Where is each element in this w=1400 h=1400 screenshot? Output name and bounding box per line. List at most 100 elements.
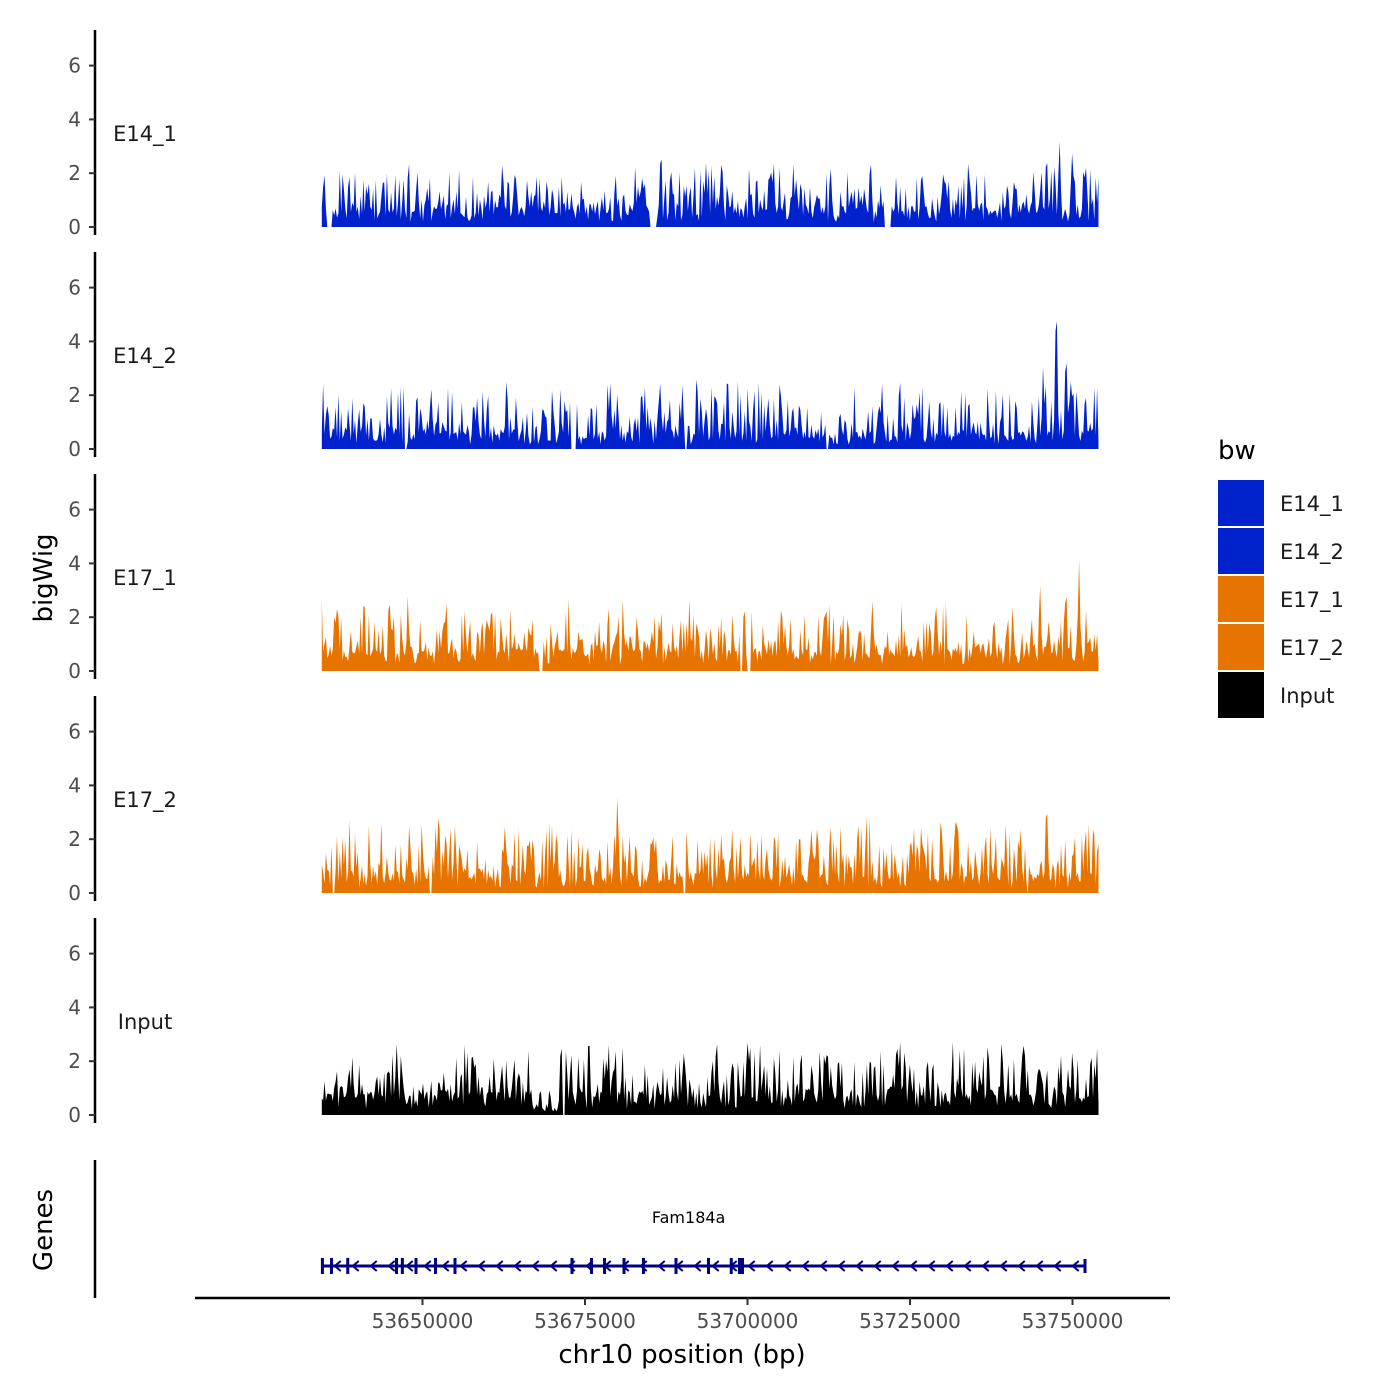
y-tick-label: 4: [68, 107, 81, 131]
y-tick-label: 2: [68, 1049, 81, 1073]
exon: [395, 1258, 398, 1274]
y-tick-label: 6: [68, 498, 81, 522]
strand-arrow: [999, 1260, 1008, 1272]
strand-arrow: [693, 1260, 702, 1272]
exon: [1083, 1259, 1087, 1273]
signal-area: [321, 797, 1099, 893]
strand-arrow: [711, 1260, 720, 1272]
y-tick-label: 6: [68, 720, 81, 744]
y-axis-title: bigWig: [29, 533, 59, 622]
strand-arrow: [1053, 1260, 1062, 1272]
strand-arrow: [801, 1260, 810, 1272]
legend-label: E17_1: [1280, 588, 1344, 613]
legend-entry-e17-1: E17_1: [1218, 576, 1344, 622]
legend-entries: E14_1 E14_2 E17_1 E17_2 Input: [1218, 480, 1344, 718]
exon: [570, 1258, 574, 1274]
signal-area: [321, 559, 1099, 671]
legend-label: E14_2: [1280, 540, 1344, 565]
exon: [729, 1258, 733, 1274]
genes-axis-title: Genes: [29, 1189, 59, 1271]
x-tick-label: 53750000: [1022, 1309, 1124, 1333]
signal-area: [321, 141, 1099, 227]
signal-tracks: 0 2 4 6 E14_1 0 2 4 6 E14_2 0 2 4 6 E17_1 0 2 4 6 E17_2 0 2 4 6…: [68, 30, 1099, 1127]
strand-arrow: [423, 1260, 432, 1272]
y-tick-label: 2: [68, 605, 81, 629]
exon: [738, 1258, 744, 1274]
y-tick-label: 4: [68, 329, 81, 353]
y-tick-label: 4: [68, 995, 81, 1019]
exon: [603, 1258, 606, 1274]
y-tick-label: 0: [68, 1103, 81, 1127]
strand-arrow: [747, 1260, 756, 1272]
strand-arrow: [513, 1260, 522, 1272]
track-label: Input: [118, 1010, 172, 1034]
strand-arrow: [909, 1260, 918, 1272]
exon: [453, 1258, 457, 1274]
y-tick-label: 4: [68, 773, 81, 797]
y-tick-label: 2: [68, 161, 81, 185]
y-tick-label: 0: [68, 437, 81, 461]
strand-arrow: [837, 1260, 846, 1272]
strand-arrow: [441, 1260, 450, 1272]
strand-arrow: [351, 1260, 360, 1272]
y-tick-label: 0: [68, 215, 81, 239]
strand-arrow: [873, 1260, 882, 1272]
gene-fam184a: Fam184a: [320, 1208, 1087, 1274]
legend-entry-e17-2: E17_2: [1218, 624, 1344, 670]
track-e14-2: 0 2 4 6 E14_2: [68, 252, 1099, 461]
legend-swatch: [1218, 576, 1264, 622]
strand-arrow: [459, 1260, 468, 1272]
legend-label: E17_2: [1280, 636, 1344, 661]
legend-swatch: [1218, 672, 1264, 718]
y-tick-label: 4: [68, 551, 81, 575]
legend-entry-e14-2: E14_2: [1218, 528, 1344, 574]
strand-arrow: [927, 1260, 936, 1272]
gene-label: Fam184a: [652, 1208, 725, 1227]
track-label: E17_2: [113, 788, 177, 813]
x-tick-label: 53700000: [697, 1309, 799, 1333]
y-tick-label: 0: [68, 881, 81, 905]
strand-arrow: [369, 1260, 378, 1272]
y-tick-label: 0: [68, 659, 81, 683]
y-tick-label: 2: [68, 827, 81, 851]
legend: bw E14_1 E14_2 E17_1 E17_2 Input: [1218, 436, 1344, 718]
strand-arrow: [1071, 1260, 1080, 1272]
y-tick-label: 6: [68, 54, 81, 78]
x-tick-label: 53725000: [859, 1309, 961, 1333]
exon: [622, 1258, 626, 1274]
track-e14-1: 0 2 4 6 E14_1: [68, 30, 1099, 239]
strand-arrow: [783, 1260, 792, 1272]
track-label: E17_1: [113, 566, 177, 591]
x-axis-title: chr10 position (bp): [558, 1340, 805, 1370]
strand-arrow: [981, 1260, 990, 1272]
strand-arrow: [387, 1260, 396, 1272]
exon: [414, 1258, 418, 1274]
strand-arrow: [891, 1260, 900, 1272]
strand-arrow: [531, 1260, 540, 1272]
legend-swatch: [1218, 528, 1264, 574]
signal-area: [321, 321, 1099, 449]
legend-label: E14_1: [1280, 492, 1344, 517]
y-tick-label: 2: [68, 383, 81, 407]
legend-swatch: [1218, 480, 1264, 526]
y-tick-label: 6: [68, 276, 81, 300]
exon: [434, 1258, 437, 1274]
exon: [642, 1258, 645, 1274]
legend-entry-input: Input: [1218, 672, 1334, 718]
track-e17-1: 0 2 4 6 E17_1: [68, 474, 1099, 683]
track-input: 0 2 4 6 Input: [68, 918, 1099, 1127]
strand-arrow: [855, 1260, 864, 1272]
track-e17-2: 0 2 4 6 E17_2: [68, 696, 1099, 905]
strand-arrow: [477, 1260, 486, 1272]
exon: [320, 1258, 324, 1274]
legend-label: Input: [1280, 684, 1334, 708]
track-label: E14_2: [113, 344, 177, 369]
x-tick-label: 53650000: [372, 1309, 474, 1333]
exon: [400, 1258, 404, 1274]
strand-arrow: [945, 1260, 954, 1272]
exon: [590, 1258, 593, 1274]
x-axis: 53650000 53675000 53700000 53725000 53750000: [195, 1296, 1170, 1333]
strand-arrow: [495, 1260, 504, 1272]
strand-arrow: [657, 1260, 666, 1272]
